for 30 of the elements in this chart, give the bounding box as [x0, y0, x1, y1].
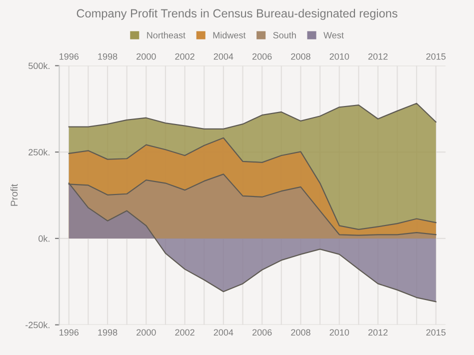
x-tick-label: 2004	[214, 329, 234, 336]
category-label: 2004	[214, 53, 234, 60]
x-tick-label: 2010	[330, 329, 350, 336]
x-tick-label: 1996	[60, 329, 79, 336]
x-tick-label: 2006	[252, 329, 272, 336]
category-label: 2015	[426, 53, 446, 60]
legend-label: West	[324, 32, 344, 38]
legend-label: Northeast	[147, 32, 186, 38]
category-label: 2000	[136, 53, 156, 60]
x-tick-label: 2000	[136, 329, 156, 336]
y-axis-title: Profit	[10, 184, 18, 206]
legend-label: Midwest	[213, 32, 246, 38]
y-tick-label: 250k.	[28, 148, 50, 156]
x-tick-label: 2002	[175, 329, 194, 336]
category-label: 2002	[175, 53, 194, 60]
x-tick-label: 2008	[291, 329, 310, 336]
legend-label: South	[273, 32, 296, 38]
category-label: 2012	[368, 53, 388, 60]
category-label: 1996	[60, 53, 79, 60]
x-tick-label: 1998	[98, 329, 118, 336]
category-label: 2006	[252, 53, 272, 60]
y-tick-label: -250k.	[26, 322, 50, 328]
category-label: 2010	[330, 53, 350, 60]
y-tick-label: 0k.	[38, 235, 50, 242]
category-label: 1998	[98, 53, 118, 60]
chart-title: Company Profit Trends in Census Bureau-designated regions	[76, 8, 398, 20]
x-tick-label: 2015	[426, 329, 446, 336]
category-label: 2008	[291, 53, 310, 60]
y-tick-label: 500k.	[28, 62, 50, 70]
x-tick-label: 2012	[368, 329, 388, 336]
